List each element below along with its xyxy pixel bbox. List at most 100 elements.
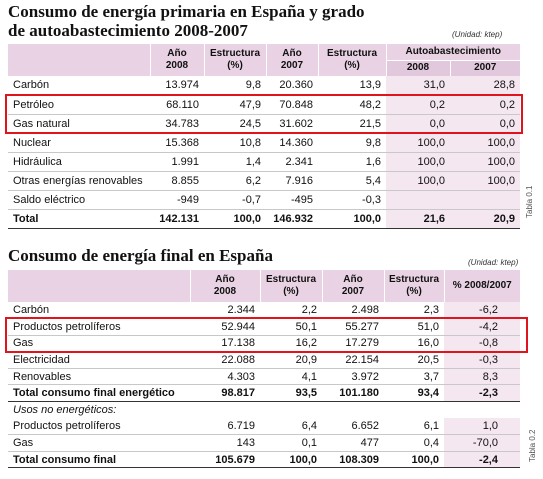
table-row: Productos petrolíferos 6.719 6,4 6.652 6,1 1,… [8,418,520,436]
cell: 1.991 [150,152,204,172]
header: Año 2007 [321,270,384,302]
cell: 93,5 [260,384,322,403]
cell: 20,5 [384,351,444,369]
row-label: Productos petrolíferos [8,418,190,436]
cell: -70,0 [444,434,520,452]
cell: 100,0 [204,208,266,229]
table-row: Total consumo final energético 98.817 93,5… [8,384,520,403]
cell: 20,9 [450,208,521,229]
cell: 100,0 [260,450,322,469]
cell: -2,4 [444,450,520,469]
cell: 50,1 [260,318,322,336]
cell: 100,0 [386,152,450,172]
cell: 100,0 [386,133,450,153]
table-row: Carbón 13.974 9,8 20.360 13,9 31,0 28,8 [8,76,521,96]
cell: -495 [266,190,318,210]
table-row: Petróleo 68.110 47,9 70.848 48,2 0,2 0,2 [8,95,521,115]
cell: 142.131 [150,208,204,229]
cell: 14.360 [266,133,318,153]
table2-caption: Tabla 0.2 [528,429,537,462]
table-row: Renovables 4.303 4,1 3.972 3,7 8,3 [8,368,520,386]
sub-header: 2007 [449,59,521,76]
row-label: Otras energías renovables [8,171,150,191]
highlight-box [5,94,523,134]
table1-caption: Tabla 0.1 [525,185,534,218]
cell: 22.154 [322,351,384,369]
cell: 20.360 [266,76,318,96]
cell: 51,0 [384,318,444,336]
header: Estructura (%) [383,270,444,302]
row-label: Total [8,208,150,229]
cell: -949 [150,190,204,210]
cell: -2,3 [444,384,520,403]
header: Año 2008 [149,44,204,76]
table-row: Otras energías renovables 8.855 6,2 7.916 5,… [8,171,521,191]
table1-title: Consumo de energía primaria en España y … [8,2,365,40]
header: Año 2008 [189,270,260,302]
cell: 1,0 [444,418,520,436]
cell: 4,1 [260,368,322,386]
table1: Año 2008 Estructura (%) Año 2007 Estruct… [8,44,521,229]
section-row: Usos no energéticos: [8,402,520,419]
cell: -0,3 [444,351,520,369]
cell: 108.309 [322,450,384,469]
table2: Año 2008 Estructura (%) Año 2007 Estruct… [8,270,520,469]
cell: 10,8 [204,133,266,153]
row-label: Total consumo final energético [8,384,190,403]
cell: 15.368 [150,133,204,153]
cell: 22.088 [190,351,260,369]
header-blank [8,44,150,76]
row-label: Total consumo final [8,450,190,469]
cell: 2.341 [266,152,318,172]
cell: 20,9 [260,351,322,369]
cell: 28,8 [450,76,521,96]
row-label: Carbón [8,76,150,96]
cell: 100,0 [384,450,444,469]
cell: 0,2 [450,95,521,115]
cell: -0,3 [318,190,386,210]
cell: 4.303 [190,368,260,386]
table-row: Total consumo final 105.679 100,0 108.309 10… [8,450,520,469]
cell: 6,1 [384,418,444,436]
table-row: Productos petrolíferos 52.944 50,1 55.277 51… [8,318,520,336]
cell: 68.110 [150,95,204,115]
cell: 13,9 [318,76,386,96]
cell: 100,0 [450,133,521,153]
cell: 6.652 [322,418,384,436]
cell: 0,2 [386,95,450,115]
header: Estructura (%) [259,270,322,302]
table2-unit: (Unidad: ktep) [468,258,519,267]
cell: 7.916 [266,171,318,191]
header: Año 2007 [265,44,318,76]
row-label: Gas [8,434,190,452]
cell: 477 [322,434,384,452]
cell: 5,4 [318,171,386,191]
row-label: Petróleo [8,95,150,115]
cell: 6,2 [204,171,266,191]
section-label: Usos no energéticos: [13,404,117,417]
row-label: Productos petrolíferos [8,318,190,336]
cell: 48,2 [318,95,386,115]
cell: 100,0 [450,171,521,191]
cell: 52.944 [190,318,260,336]
table-row: Gas natural 34.783 24,5 31.602 21,5 0,0 0,0 [8,114,521,134]
cell: 9,8 [204,76,266,96]
empty-cell [386,190,450,210]
row-label: Gas natural [8,114,150,134]
cell: 9,8 [318,133,386,153]
table2-title: Consumo de energía final en España [8,246,273,265]
cell: 1,4 [204,152,266,172]
header: % 2008/2007 [443,270,520,302]
cell: 55.277 [322,318,384,336]
cell: 1,6 [318,152,386,172]
empty-cell [450,190,521,210]
table-row: Hidráulica 1.991 1,4 2.341 1,6 100,0 100,0 [8,152,521,172]
table-row: Gas 17.138 16,2 17.279 16,0 -0,8 [8,335,520,353]
row-label: Saldo eléctrico [8,190,150,210]
header: Estructura (%) [317,44,386,76]
cell: -0,7 [204,190,266,210]
cell: 47,9 [204,95,266,115]
cell: 98.817 [190,384,260,403]
cell: 3,7 [384,368,444,386]
cell: 100,0 [318,208,386,229]
